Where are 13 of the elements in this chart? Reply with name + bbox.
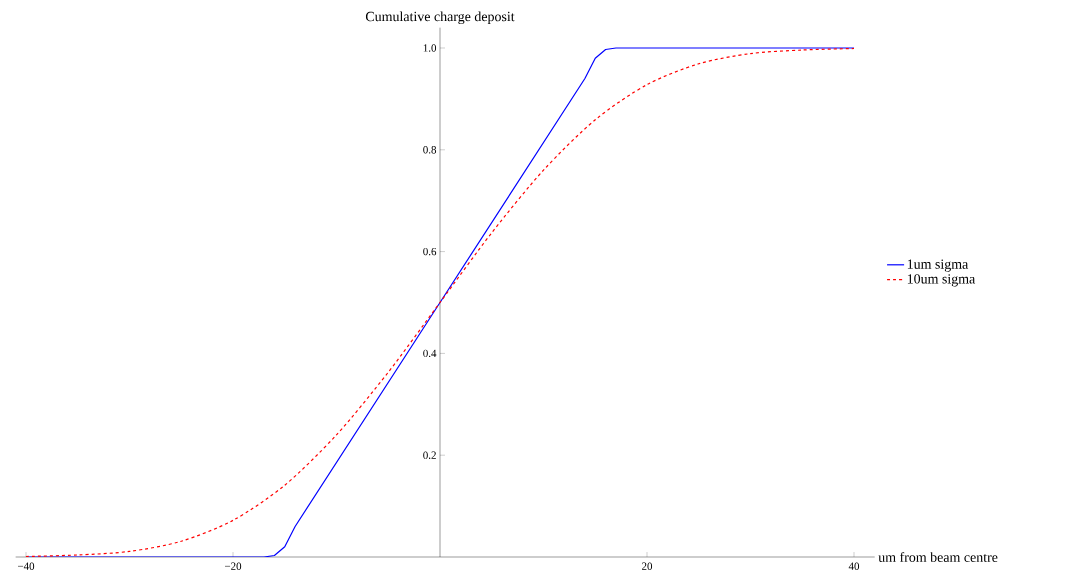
y-tick-label: 0.8 (423, 146, 437, 154)
y-tick-label: 0.4 (423, 349, 437, 358)
legend-label: 1um sigma (907, 259, 969, 272)
x-tick-label: −40 (17, 562, 35, 570)
x-tick-label: 20 (642, 562, 653, 570)
x-tick-label: −20 (224, 562, 242, 570)
y-tick-label: 0.2 (423, 451, 436, 459)
legend-label: 10um sigma (907, 274, 976, 287)
y-axis-title: Cumulative charge deposit (365, 11, 515, 25)
x-axis-title: um from beam centre (878, 552, 998, 562)
y-tick-label: 0.6 (423, 247, 437, 256)
x-tick-label: 40 (848, 562, 860, 570)
y-tick-label: 1.0 (423, 44, 437, 52)
